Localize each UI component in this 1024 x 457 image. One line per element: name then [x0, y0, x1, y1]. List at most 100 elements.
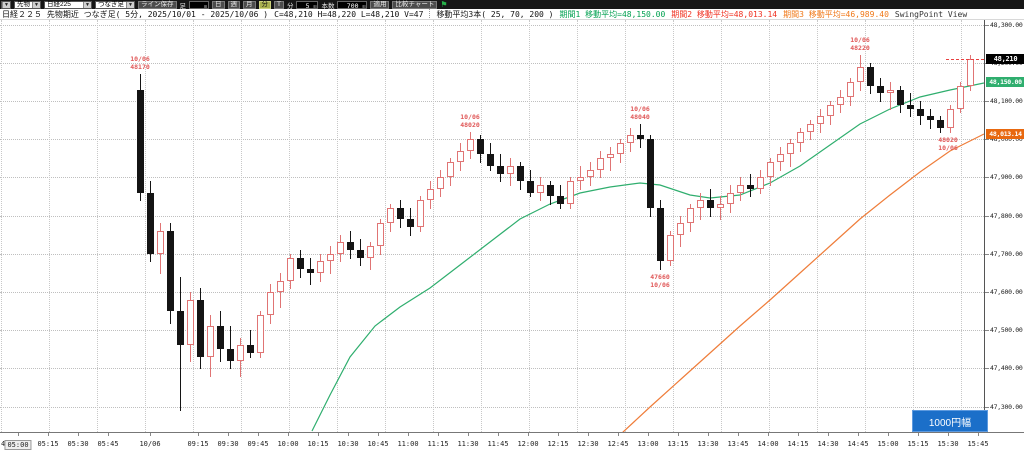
time-tick [528, 433, 529, 436]
candle [267, 292, 274, 315]
candle [747, 185, 754, 189]
time-tick-label: 11:15 [427, 440, 449, 448]
gridline-vertical [961, 20, 962, 432]
time-tick [648, 433, 649, 436]
chevron-down-icon: ▼ [83, 1, 91, 8]
apply-button[interactable]: 適用 [370, 0, 390, 9]
price-tick-label: 47,500.00 [990, 326, 1023, 334]
time-tick [408, 433, 409, 436]
candle [727, 193, 734, 204]
candle [637, 135, 644, 139]
candle [557, 196, 564, 204]
bar-count-input[interactable]: 700 ⊞ [337, 0, 368, 9]
time-tick-label: 14:15 [787, 440, 809, 448]
time-tick-label: 10:45 [367, 440, 389, 448]
period-day-button[interactable]: 日 [212, 0, 225, 9]
candle [667, 235, 674, 261]
window-selector-dropdown[interactable]: ▼ [1, 0, 11, 9]
candle [577, 177, 584, 181]
period-month-button[interactable]: 月 [243, 0, 256, 9]
gridline-horizontal [0, 139, 984, 140]
price-tick-label: 48,300.00 [990, 21, 1023, 29]
chart-info-bar: 日経２２５ 先物期近 つなぎ足( 5分, 2025/10/01 - 2025/1… [0, 9, 1024, 20]
time-tick [48, 433, 49, 436]
time-tick-label: 05:45 [97, 440, 119, 448]
time-tick [258, 433, 259, 436]
gridline-horizontal [0, 63, 984, 64]
gridline-vertical [241, 20, 242, 432]
minute-input[interactable]: 5 ⊞ [296, 0, 319, 10]
candle [467, 139, 474, 151]
compare-chart-button[interactable]: 比較チャート [392, 0, 438, 9]
candle [297, 258, 304, 269]
time-tick [150, 433, 151, 436]
symbol-dropdown[interactable]: 日経225 ▼ [44, 0, 92, 9]
current-price-box: 48,210 [986, 54, 1024, 64]
ma-settings-label: 移動平均3本( 25, 70, 200 ) [429, 9, 554, 19]
spinner-icon: ⊞ [313, 3, 317, 10]
candle [917, 109, 924, 116]
candle [587, 170, 594, 177]
candle [717, 204, 724, 208]
bar-type-input[interactable]: ⊞ [189, 0, 209, 9]
time-tick [588, 433, 589, 436]
time-tick-label: 13:00 [637, 440, 659, 448]
gridline-vertical [913, 20, 914, 432]
price-range-button[interactable]: 1000円幅 [912, 410, 988, 432]
ma-value-box: 48,150.00 [986, 77, 1024, 87]
current-price-line [946, 59, 984, 60]
time-tick-label: 15:45 [967, 440, 989, 448]
candle [347, 242, 354, 250]
price-tick [985, 25, 989, 26]
candle [647, 139, 654, 208]
candle [317, 261, 324, 273]
ma2-value: 期間2 移動平均=48,013.14 [671, 9, 778, 19]
period-tick-button[interactable]: T [274, 0, 284, 9]
candle [427, 189, 434, 200]
time-tick [978, 433, 979, 436]
bar-count-label: 本数 [321, 2, 335, 10]
time-tick [378, 433, 379, 436]
time-tick [618, 433, 619, 436]
candle [737, 185, 744, 193]
candle [677, 223, 684, 235]
candle [307, 269, 314, 273]
candle-wick [720, 196, 721, 220]
period-minute-button[interactable]: 分 [258, 0, 271, 9]
candle-wick [890, 82, 891, 110]
candle [407, 219, 414, 227]
candle [887, 90, 894, 93]
category-dropdown-value: 先物 [17, 0, 30, 8]
category-dropdown[interactable]: 先物 ▼ [14, 0, 41, 9]
price-tick [985, 292, 989, 293]
price-tick-label: 48,000.00 [990, 135, 1023, 143]
candle [757, 177, 764, 189]
period-week-button[interactable]: 週 [227, 0, 240, 9]
candle [447, 162, 454, 177]
chevron-down-icon: ▼ [32, 1, 40, 8]
time-tick-label: 15:30 [937, 440, 959, 448]
candle [567, 181, 574, 204]
candlestick-chart[interactable]: 10/06 48170 10/06 48020 10/06 48040 10/06 48220… [0, 20, 984, 432]
candle [907, 105, 914, 109]
candle [807, 124, 814, 132]
ma3-value: 期間3 移動平均=46,989.40 [783, 9, 889, 19]
candle [777, 154, 784, 162]
price-tick-label: 47,800.00 [990, 212, 1023, 220]
candle [877, 86, 884, 93]
gridline-vertical [49, 20, 50, 432]
price-tick-label: 47,400.00 [990, 364, 1023, 372]
chart-type-dropdown[interactable]: つなぎ足 ▼ [95, 0, 135, 9]
line-save-button[interactable]: ライン保存 [138, 0, 177, 9]
candle [137, 90, 144, 193]
candle-wick [250, 330, 251, 358]
candle [847, 82, 854, 97]
candle [147, 193, 154, 254]
time-tick-label-partial: 4 [1, 440, 6, 448]
gridline-horizontal [0, 216, 984, 217]
time-tick [918, 433, 919, 436]
gridline-vertical [193, 20, 194, 432]
swing-point-label: 10/06 48220 [850, 36, 870, 52]
toolbar: ▼ 先物 ▼ 日経225 ▼ つなぎ足 ▼ ライン保存 足 ⊞ 日 週 月 分 … [0, 0, 1024, 9]
ma-value-box: 48,013.14 [986, 129, 1024, 139]
